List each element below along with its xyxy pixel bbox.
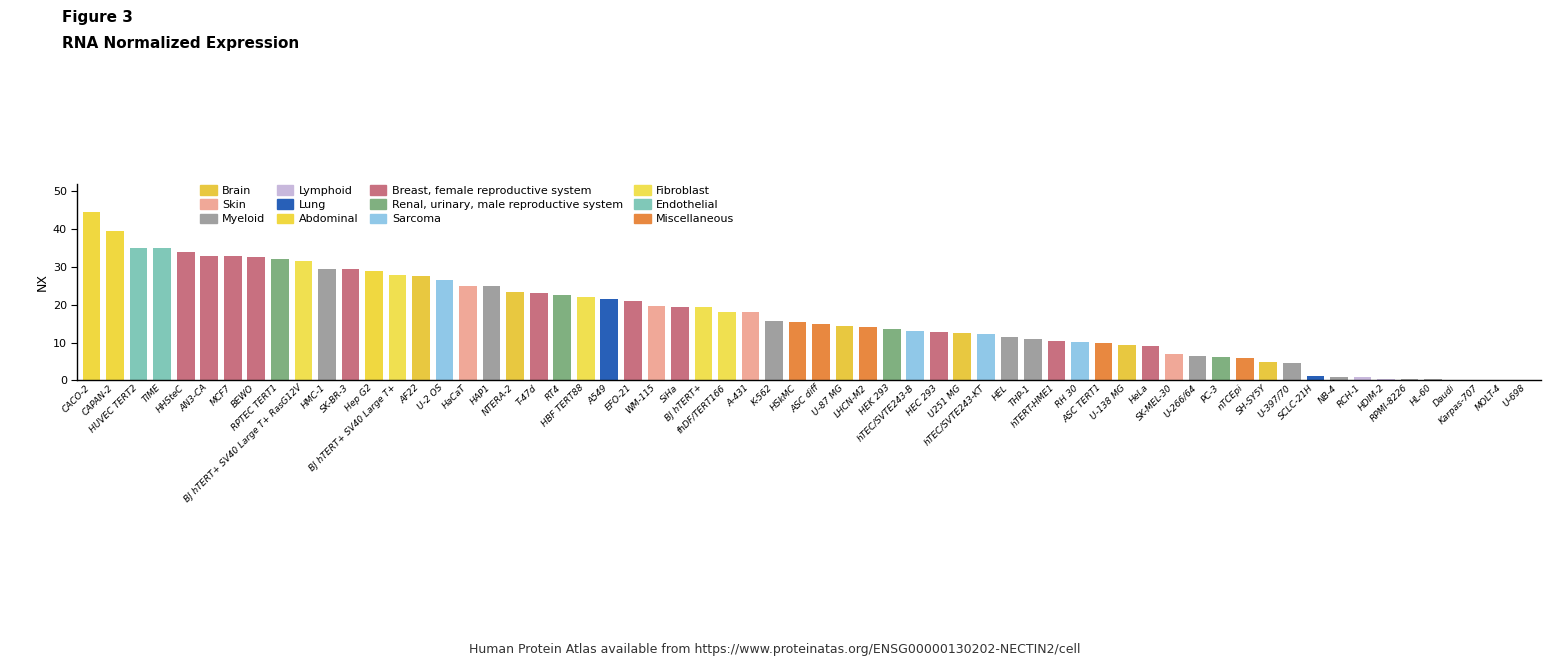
Text: Figure 3: Figure 3 xyxy=(62,10,133,25)
Bar xyxy=(1001,337,1018,380)
Bar xyxy=(1142,346,1159,380)
Bar xyxy=(883,329,900,380)
Bar xyxy=(1400,379,1419,380)
Bar xyxy=(1331,377,1348,380)
Bar xyxy=(1118,344,1135,380)
Bar xyxy=(719,312,736,380)
Bar xyxy=(765,321,782,380)
Bar xyxy=(294,261,313,380)
Bar xyxy=(130,248,147,380)
Bar xyxy=(412,276,431,380)
Bar xyxy=(671,307,689,380)
Bar xyxy=(435,280,454,380)
Bar xyxy=(1354,377,1371,380)
Bar xyxy=(788,322,807,380)
Bar xyxy=(553,295,572,380)
Bar xyxy=(601,299,618,380)
Bar xyxy=(1072,342,1089,380)
Bar xyxy=(271,259,288,380)
Bar xyxy=(954,333,971,380)
Bar xyxy=(1306,376,1324,380)
Bar xyxy=(389,274,406,380)
Bar xyxy=(742,312,759,380)
Bar xyxy=(1213,357,1230,380)
Bar xyxy=(1424,379,1442,380)
Bar xyxy=(225,256,242,380)
Bar xyxy=(153,248,170,380)
Bar xyxy=(906,331,925,380)
Bar xyxy=(1024,339,1042,380)
Bar xyxy=(860,327,877,380)
Bar xyxy=(1259,361,1276,380)
Bar xyxy=(1165,354,1183,380)
Bar xyxy=(366,271,383,380)
Text: RNA Normalized Expression: RNA Normalized Expression xyxy=(62,36,299,51)
Bar xyxy=(836,325,853,380)
Bar xyxy=(507,291,524,380)
Bar xyxy=(812,323,830,380)
Bar xyxy=(1047,340,1066,380)
Bar xyxy=(460,286,477,380)
Bar xyxy=(1236,358,1253,380)
Bar xyxy=(647,306,665,380)
Bar xyxy=(530,293,547,380)
Text: Human Protein Atlas available from https://www.proteinatas.org/ENSG00000130202-N: Human Protein Atlas available from https… xyxy=(469,643,1080,656)
Bar xyxy=(177,252,195,380)
Bar xyxy=(342,269,359,380)
Bar xyxy=(82,212,101,380)
Bar xyxy=(248,257,265,380)
Y-axis label: NX: NX xyxy=(36,273,48,291)
Legend: Brain, Skin, Myeloid, Lymphoid, Lung, Abdominal, Breast, female reproductive sys: Brain, Skin, Myeloid, Lymphoid, Lung, Ab… xyxy=(200,185,734,224)
Bar xyxy=(107,231,124,380)
Bar xyxy=(1188,356,1207,380)
Bar xyxy=(483,286,500,380)
Bar xyxy=(694,308,713,380)
Bar xyxy=(929,332,948,380)
Bar xyxy=(624,301,641,380)
Bar xyxy=(200,256,218,380)
Bar xyxy=(318,269,336,380)
Bar xyxy=(1377,379,1394,380)
Bar xyxy=(1283,363,1301,380)
Bar xyxy=(1095,342,1112,380)
Bar xyxy=(576,297,595,380)
Bar xyxy=(977,334,994,380)
